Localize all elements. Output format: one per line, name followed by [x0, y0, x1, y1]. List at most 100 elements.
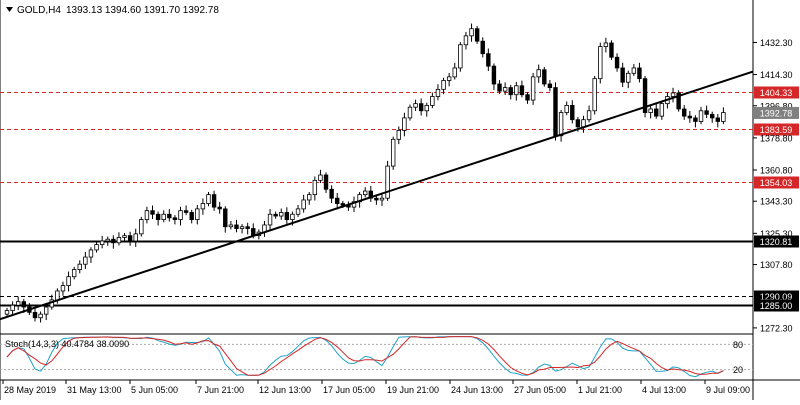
candle-body [94, 244, 99, 251]
candle-body [396, 129, 401, 140]
candle [626, 70, 631, 89]
candle-body [178, 210, 183, 221]
candle [396, 126, 401, 145]
candle [206, 191, 211, 207]
candle-body [363, 190, 368, 196]
candle [603, 37, 609, 53]
candle-body [239, 226, 245, 229]
candle-body [144, 210, 150, 221]
candle [390, 136, 396, 170]
candle-body [715, 117, 721, 122]
candle [183, 205, 189, 216]
candle-body [581, 119, 586, 128]
time-tick-label: 1 Jul 21:00 [578, 385, 622, 395]
current-price-text: 1392.78 [760, 108, 793, 118]
candle [161, 210, 166, 223]
candle [239, 224, 245, 234]
candle [127, 231, 133, 246]
candle-body [530, 76, 536, 101]
trend-layer [0, 70, 754, 321]
candle [491, 63, 497, 90]
candle [307, 191, 312, 205]
price-tick-label: 1396.80 [760, 101, 793, 111]
level-tag-text: 1320.81 [760, 237, 793, 247]
price-tick-label: 1343.30 [760, 197, 793, 207]
candle [284, 207, 290, 225]
candle [77, 260, 82, 274]
candle [502, 82, 508, 95]
candle-body [570, 105, 575, 121]
candle-body [15, 301, 21, 306]
time-tick-label: 28 May 2019 [4, 385, 56, 395]
candle-body [670, 92, 676, 97]
candle-body [441, 80, 446, 90]
candle [144, 206, 150, 224]
candle-body [127, 235, 133, 242]
candle-body [480, 40, 485, 55]
candle [452, 62, 457, 80]
candle-body [486, 53, 491, 67]
candle-body [497, 83, 502, 92]
indicator-label: Stoch(14,3,3) 40.4784 38.0090 [5, 339, 129, 349]
stoch-level-label: 20 [733, 365, 743, 375]
candle-body [693, 117, 698, 122]
candle-body [4, 310, 10, 315]
candle [642, 75, 648, 118]
candle-body [659, 103, 665, 117]
candle-body [228, 224, 234, 228]
candle [329, 185, 334, 204]
candle [446, 72, 452, 87]
time-tick-label: 17 Jun 05:00 [323, 385, 375, 395]
trendline [0, 70, 754, 321]
time-tick-label: 9 Jul 09:00 [706, 385, 750, 395]
candle-body [290, 213, 295, 221]
candle [385, 160, 390, 201]
candle-body [234, 224, 239, 229]
candle [279, 208, 284, 220]
levels-layer: 1404.33 1383.59 1354.03 1320.81 1290.091285.… [0, 86, 799, 312]
candle-body [374, 197, 379, 201]
candle [139, 216, 144, 237]
candle-body [626, 72, 631, 83]
candle-body [21, 301, 26, 308]
candle [441, 77, 446, 95]
candle-body [603, 42, 609, 47]
candle [704, 105, 709, 119]
candle-body [620, 67, 625, 83]
candle [558, 109, 564, 142]
candle-body [547, 83, 553, 88]
level-tag-1285.00 [754, 299, 799, 312]
candle-body [452, 67, 457, 78]
candle [469, 23, 474, 42]
time-tick-label: 7 Jun 21:00 [197, 385, 244, 395]
candle-body [698, 110, 704, 122]
candle [335, 193, 340, 210]
candle [609, 40, 614, 60]
candle [547, 80, 553, 92]
candle [105, 236, 110, 246]
candle-body [446, 76, 452, 81]
candle-body [598, 46, 603, 80]
candle-body [161, 213, 166, 221]
candle [687, 110, 693, 123]
candle [614, 53, 620, 72]
candle [379, 194, 385, 206]
candle-body [83, 256, 88, 265]
candle-body [195, 208, 200, 221]
level-tag-text: 1404.33 [760, 88, 793, 98]
candle-body [200, 203, 206, 210]
collapse-triangle-icon[interactable] [6, 7, 13, 12]
candle [133, 228, 138, 247]
candle [10, 301, 15, 315]
candle [116, 232, 122, 246]
candle [430, 92, 435, 109]
candle-body [38, 313, 43, 319]
candle [676, 90, 681, 112]
candle-body [211, 194, 217, 208]
candle [670, 87, 676, 103]
candle [211, 190, 217, 211]
candle [424, 102, 429, 117]
candle-body [508, 87, 513, 96]
